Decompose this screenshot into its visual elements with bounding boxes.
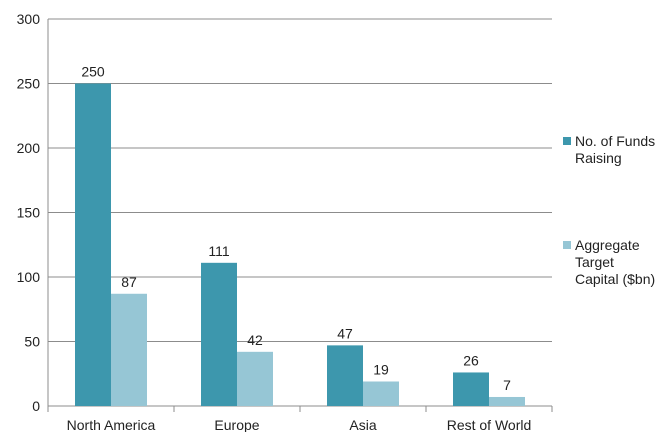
y-tick-label: 150 [17,205,41,221]
data-labels: 250 87 111 42 47 19 26 7 [81,64,511,393]
legend-label: Capital ($bn) [575,271,655,287]
data-label: 250 [81,64,105,80]
y-tick-label: 50 [24,334,40,350]
bars [75,83,525,406]
bar-funds [327,345,363,406]
x-tick-label: Europe [214,417,259,432]
data-label: 26 [463,352,479,368]
data-label: 7 [503,377,511,393]
legend-label: No. of Funds [575,133,655,149]
y-tick-label: 100 [17,269,41,285]
bar-funds [201,262,237,406]
bar-capital [489,396,525,406]
bar-funds [453,372,489,406]
legend-swatch [563,137,571,145]
y-tick-label: 250 [17,76,41,92]
bar-capital [111,293,147,406]
legend-label: Aggregate [575,237,640,253]
data-label: 19 [373,361,389,377]
data-label: 42 [247,332,263,348]
bar-funds [75,83,111,406]
x-tick-label: Rest of World [447,417,532,432]
gridlines [48,18,552,342]
y-tick-label: 200 [17,140,41,156]
legend-label: Raising [575,150,622,166]
bar-capital [237,351,273,406]
legend-label: Target [575,254,614,270]
data-label: 87 [121,274,137,290]
y-tick-label: 300 [17,11,41,27]
x-tick-label: North America [67,417,156,432]
data-label: 47 [337,325,353,341]
y-tick-label: 0 [32,398,40,414]
data-label: 111 [208,243,229,259]
legend-swatch [563,241,571,249]
bar-capital [363,381,399,406]
x-tick-label: Asia [349,417,376,432]
